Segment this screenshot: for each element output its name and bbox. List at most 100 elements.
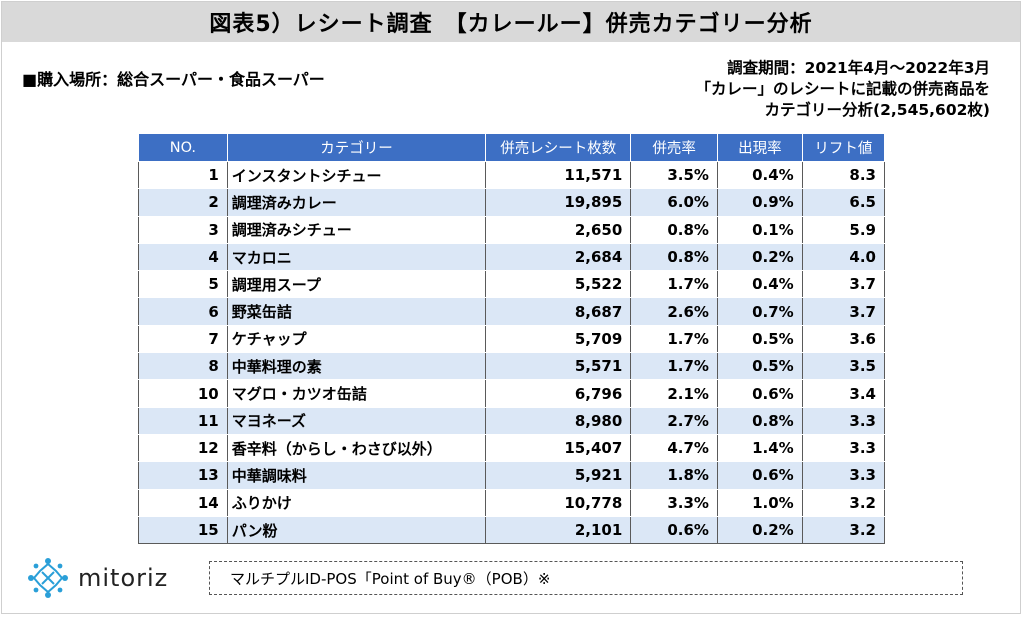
row-category: ふりかけ	[226, 489, 487, 517]
row-appearance-rate: 1.0%	[716, 489, 803, 517]
page-title: 図表5）レシート調査 【カレールー】併売カテゴリー分析	[2, 2, 1020, 42]
row-no: 12	[138, 434, 228, 463]
table-row: 5 調理用スープ 5,522 1.7% 0.4% 3.7	[138, 270, 886, 299]
header-category: カテゴリー	[226, 133, 487, 162]
purchase-location: ■購入場所：総合スーパー・食品スーパー	[22, 70, 325, 89]
row-lift: 3.3	[801, 407, 886, 435]
row-receipt-count: 15,407	[485, 434, 632, 463]
table-row: 14 ふりかけ 10,778 3.3% 1.0% 3.2	[138, 489, 886, 517]
table-row: 1 インスタントシチュー 11,571 3.5% 0.4% 8.3	[138, 161, 886, 190]
table-row: 6 野菜缶詰 8,687 2.6% 0.7% 3.7	[138, 297, 886, 326]
row-lift: 6.5	[801, 188, 886, 217]
row-receipt-count: 5,571	[485, 352, 632, 381]
row-co-purchase-rate: 0.6%	[630, 516, 718, 545]
row-co-purchase-rate: 6.0%	[630, 188, 718, 217]
row-appearance-rate: 0.9%	[716, 188, 803, 217]
table-row: 10 マグロ・カツオ缶詰 6,796 2.1% 0.6% 3.4	[138, 379, 886, 408]
row-no: 7	[138, 325, 228, 354]
row-co-purchase-rate: 0.8%	[630, 243, 718, 272]
row-receipt-count: 2,101	[485, 516, 632, 545]
table-row: 2 調理済みカレー 19,895 6.0% 0.9% 6.5	[138, 188, 886, 217]
row-category: マグロ・カツオ缶詰	[226, 379, 487, 408]
row-category: ケチャップ	[226, 325, 487, 354]
row-no: 4	[138, 243, 228, 272]
table-row: 7 ケチャップ 5,709 1.7% 0.5% 3.6	[138, 325, 886, 354]
row-appearance-rate: 0.4%	[716, 270, 803, 299]
row-lift: 3.4	[801, 379, 886, 408]
header-lift: リフト値	[801, 133, 886, 162]
table-row: 13 中華調味料 5,921 1.8% 0.6% 3.3	[138, 461, 886, 490]
row-receipt-count: 11,571	[485, 161, 632, 190]
row-no: 3	[138, 216, 228, 244]
row-co-purchase-rate: 2.1%	[630, 379, 718, 408]
row-co-purchase-rate: 4.7%	[630, 434, 718, 463]
row-receipt-count: 5,921	[485, 461, 632, 490]
row-co-purchase-rate: 1.7%	[630, 352, 718, 381]
source-note: マルチプルID-POS「Point of Buy®（POB）※	[209, 561, 963, 595]
row-lift: 8.3	[801, 161, 886, 190]
row-receipt-count: 19,895	[485, 188, 632, 217]
row-category: 調理済みシチュー	[226, 216, 487, 244]
mitoriz-logo-icon	[28, 558, 68, 598]
row-co-purchase-rate: 0.8%	[630, 216, 718, 244]
table-row: 4 マカロニ 2,684 0.8% 0.2% 4.0	[138, 243, 886, 272]
row-co-purchase-rate: 2.6%	[630, 297, 718, 326]
row-appearance-rate: 0.4%	[716, 161, 803, 190]
row-receipt-count: 2,684	[485, 243, 632, 272]
row-no: 15	[138, 516, 228, 545]
table-row: 11 マヨネーズ 8,980 2.7% 0.8% 3.3	[138, 407, 886, 435]
row-category: マカロニ	[226, 243, 487, 272]
row-receipt-count: 5,709	[485, 325, 632, 354]
row-receipt-count: 2,650	[485, 216, 632, 244]
row-receipt-count: 10,778	[485, 489, 632, 517]
row-lift: 3.2	[801, 489, 886, 517]
header-co-purchase-rate: 併売率	[630, 133, 718, 162]
row-category: 中華調味料	[226, 461, 487, 490]
row-category: パン粉	[226, 516, 487, 545]
survey-period: 調査期間：2021年4月～2022年3月	[727, 59, 990, 77]
row-category: 調理用スープ	[226, 270, 487, 299]
row-appearance-rate: 0.8%	[716, 407, 803, 435]
row-category: 調理済みカレー	[226, 188, 487, 217]
row-no: 8	[138, 352, 228, 381]
table-row: 12 香辛料（からし・わさび以外） 15,407 4.7% 1.4% 3.3	[138, 434, 886, 463]
row-lift: 5.9	[801, 216, 886, 244]
row-appearance-rate: 0.1%	[716, 216, 803, 244]
table-row: 15 パン粉 2,101 0.6% 0.2% 3.2	[138, 516, 886, 545]
header-receipt-count: 併売レシート枚数	[485, 133, 632, 162]
row-appearance-rate: 0.5%	[716, 325, 803, 354]
row-receipt-count: 8,980	[485, 407, 632, 435]
mitoriz-logo: mitoriz	[26, 556, 168, 600]
table-row: 8 中華料理の素 5,571 1.7% 0.5% 3.5	[138, 352, 886, 381]
table-row: 3 調理済みシチュー 2,650 0.8% 0.1% 5.9	[138, 216, 886, 244]
logo-text: mitoriz	[78, 564, 169, 592]
row-co-purchase-rate: 2.7%	[630, 407, 718, 435]
survey-sample-size: カテゴリー分析(2,545,602枚)	[764, 101, 990, 119]
row-appearance-rate: 0.7%	[716, 297, 803, 326]
row-category: 中華料理の素	[226, 352, 487, 381]
row-no: 6	[138, 297, 228, 326]
table-body: 1 インスタントシチュー 11,571 3.5% 0.4% 8.3 2 調理済みカレー 19,8…	[138, 161, 886, 545]
row-lift: 3.2	[801, 516, 886, 545]
table-header-row: NO. カテゴリー 併売レシート枚数 併売率 出現率 リフト値	[138, 133, 886, 162]
row-co-purchase-rate: 1.7%	[630, 270, 718, 299]
row-no: 14	[138, 489, 228, 517]
row-appearance-rate: 0.2%	[716, 243, 803, 272]
row-co-purchase-rate: 3.5%	[630, 161, 718, 190]
row-lift: 3.5	[801, 352, 886, 381]
row-lift: 3.7	[801, 297, 886, 326]
survey-note: 調査期間：2021年4月～2022年3月 「カレー」のレシートに記載の併売商品を…	[695, 58, 990, 121]
row-no: 2	[138, 188, 228, 217]
row-lift: 3.3	[801, 461, 886, 490]
header-appearance-rate: 出現率	[716, 133, 803, 162]
row-category: インスタントシチュー	[226, 161, 487, 190]
row-lift: 3.7	[801, 270, 886, 299]
row-no: 11	[138, 407, 228, 435]
row-no: 10	[138, 379, 228, 408]
row-appearance-rate: 0.2%	[716, 516, 803, 545]
row-co-purchase-rate: 1.7%	[630, 325, 718, 354]
row-co-purchase-rate: 1.8%	[630, 461, 718, 490]
row-no: 13	[138, 461, 228, 490]
row-lift: 3.6	[801, 325, 886, 354]
